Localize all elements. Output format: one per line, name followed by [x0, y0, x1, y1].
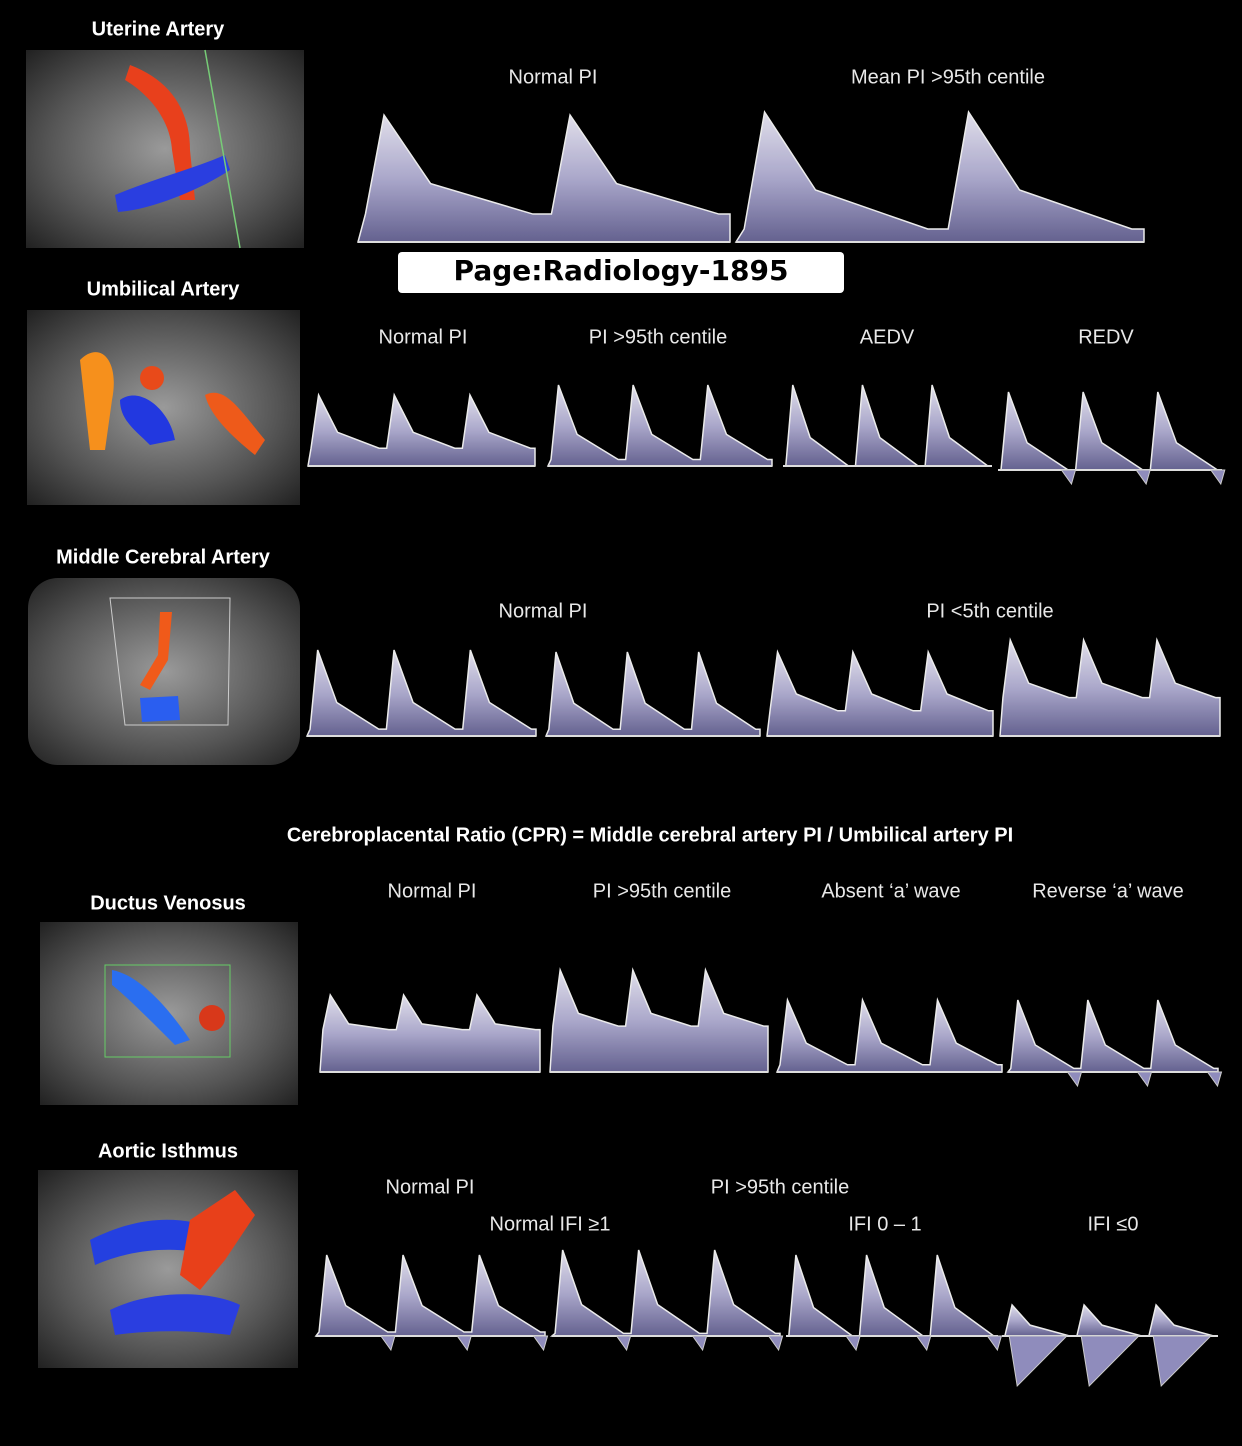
reverse-flow	[1206, 1071, 1223, 1088]
section-title: Ductus Venosus	[90, 892, 246, 914]
cpr-formula: Cerebroplacental Ratio (CPR) = Middle ce…	[287, 824, 1013, 846]
reverse-flow	[1152, 1335, 1213, 1388]
waveform-label: Reverse ‘a’ wave	[1032, 880, 1184, 902]
reverse-flow	[1066, 1071, 1083, 1088]
reverse-flow	[1209, 469, 1226, 486]
waveform-label: PI >95th centile	[589, 326, 727, 348]
ultrasound-umbilical	[27, 310, 300, 505]
doppler-waveform	[766, 649, 994, 737]
ultrasound-dv	[40, 922, 298, 1105]
reverse-flow	[915, 1335, 932, 1352]
reverse-flow	[986, 1335, 1003, 1352]
waveform-label: AEDV	[860, 326, 915, 348]
waveform-label: PI >95th centile	[711, 1176, 849, 1198]
reverse-flow	[1008, 1335, 1069, 1388]
doppler-waveform	[549, 967, 769, 1073]
section-title: Uterine Artery	[92, 18, 226, 40]
reverse-flow	[1135, 469, 1151, 486]
ultrasound-mca	[28, 578, 300, 765]
reverse-flow	[767, 1335, 784, 1352]
ultrasound-uterine	[26, 49, 304, 249]
waveform-label: PI <5th centile	[926, 600, 1053, 622]
doppler-waveform	[775, 997, 1003, 1073]
watermark: Page:Radiology-1895	[454, 254, 789, 287]
section-title: Umbilical Artery	[87, 278, 241, 300]
doppler-waveform	[999, 637, 1221, 737]
doppler-waveform	[314, 1254, 546, 1337]
section-title: Middle Cerebral Artery	[56, 546, 271, 568]
reverse-flow	[456, 1335, 472, 1352]
doppler-waveform	[544, 651, 761, 737]
reverse-flow	[1136, 1071, 1153, 1088]
waveform-label: Normal PI	[379, 326, 468, 348]
waveform-label: Normal PI	[386, 1176, 475, 1198]
doppler-waveform	[549, 1249, 781, 1337]
waveform-label: Normal PI	[499, 600, 588, 622]
doppler-waveform	[307, 392, 536, 467]
waveform-label: Normal PI	[388, 880, 477, 902]
doppler-waveform	[305, 649, 537, 737]
doppler-waveform	[783, 384, 992, 467]
waveform-label: PI >95th centile	[593, 880, 731, 902]
reverse-flow	[615, 1335, 632, 1352]
doppler-waveform	[319, 993, 541, 1073]
reverse-flow	[379, 1335, 396, 1352]
doppler-waveform	[357, 113, 731, 243]
reverse-flow	[532, 1335, 549, 1352]
doppler-waveform	[734, 109, 1145, 243]
waveform-label: IFI ≤0	[1088, 1213, 1139, 1235]
doppler-waveform	[786, 1254, 998, 1337]
doppler-waveform	[546, 384, 773, 467]
section-title: Aortic Isthmus	[98, 1140, 238, 1162]
reverse-flow	[691, 1335, 708, 1352]
watermark-box	[398, 252, 844, 293]
ultrasound-aortic	[38, 1170, 298, 1368]
reverse-flow	[1060, 469, 1077, 486]
doppler-waveform	[1002, 1303, 1218, 1337]
waveform-label: Absent ‘a’ wave	[821, 880, 960, 902]
waveform-label: Normal PI	[509, 66, 598, 88]
waveform-label: REDV	[1078, 326, 1134, 348]
doppler-waveform	[998, 391, 1222, 471]
reverse-flow	[1080, 1335, 1141, 1388]
doppler-waveform	[1006, 999, 1219, 1073]
reverse-flow	[845, 1335, 861, 1352]
waveform-label: Normal IFI ≥1	[490, 1213, 611, 1235]
waveform-label: Mean PI >95th centile	[851, 66, 1045, 88]
waveform-label: IFI 0 – 1	[848, 1213, 921, 1235]
